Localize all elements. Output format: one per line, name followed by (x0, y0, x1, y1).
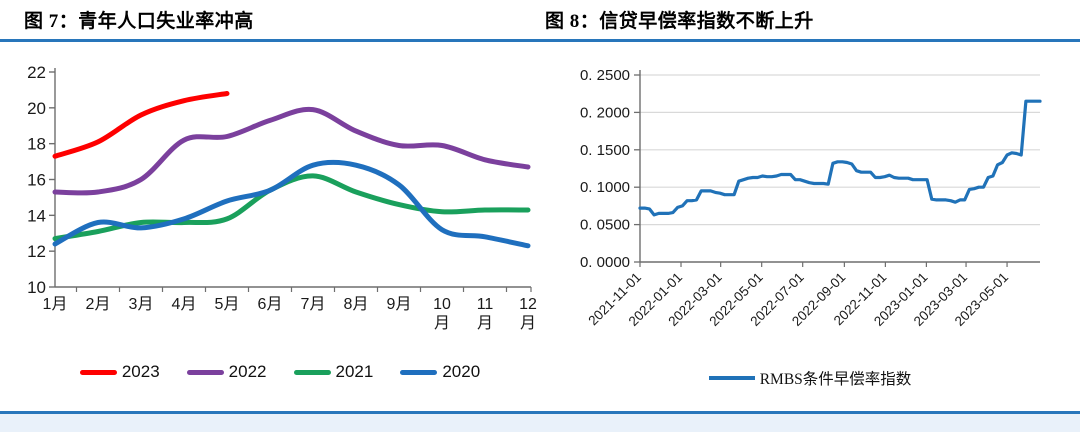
legend-item-2023: 2023 (79, 362, 160, 382)
figure8-chart: 0. 0000 0. 0500 0. 1000 0. 1500 0. 2000 0. 25… (580, 67, 1042, 329)
fig7-xtick: 10 月 (433, 296, 451, 332)
fig7-xtick: 9月 (387, 296, 412, 313)
legend-item-2020: 2020 (400, 362, 480, 382)
fig8-series-rmbs (638, 99, 1042, 217)
fig7-xtick: 8月 (344, 296, 369, 313)
legend-item-2021: 2021 (293, 362, 374, 382)
legend-swatch-2020 (400, 369, 438, 375)
fig7-ytick: 18 (27, 135, 46, 154)
legend-label-2023: 2023 (121, 362, 160, 381)
fig7-ytick: 22 (27, 63, 46, 82)
fig7-series-2021 (52, 173, 531, 242)
fig7-xtick: 4月 (172, 296, 197, 313)
legend-label-2021: 2021 (335, 362, 374, 381)
fig7-axes: 10 12 14 16 18 20 22 1月 2月 3月 4月 5月 6月 7月 8月 9月 10 月 11 月 12… (27, 63, 537, 332)
legend-swatch-rmbs (708, 376, 755, 380)
bottom-divider-rule (0, 411, 1080, 414)
fig8-ytick: 0. 0500 (580, 217, 630, 234)
legend-label-2022: 2022 (228, 362, 267, 381)
figure7-legend: 2023 2022 2021 2020 (20, 362, 540, 382)
fig7-ytick: 14 (27, 206, 46, 225)
fig7-xtick: 1月 (43, 296, 68, 313)
fig8-axes: 0. 0000 0. 0500 0. 1000 0. 1500 0. 2000 0. 25… (580, 67, 1040, 329)
legend-item-rmbs: RMBS条件早偿率指数 (708, 367, 912, 389)
legend-label-2020: 2020 (442, 362, 481, 381)
fig8-ytick: 0. 1000 (580, 179, 630, 196)
fig8-ytick: 0. 2500 (580, 67, 630, 84)
legend-label-rmbs: RMBS条件早偿率指数 (759, 371, 912, 388)
figure8-title: 图 8：信贷早偿率指数不断上升 (545, 11, 814, 32)
figure7-title: 图 7：青年人口失业率冲高 (24, 11, 254, 32)
fig7-xtick: 7月 (301, 296, 326, 313)
fig7-ytick: 12 (27, 242, 46, 261)
fig7-xtick: 2月 (86, 296, 111, 313)
figure8-legend: RMBS条件早偿率指数 (545, 367, 1075, 389)
fig7-xtick: 5月 (215, 296, 240, 313)
bottom-accent-strip (0, 414, 1080, 432)
fig7-series-2022 (52, 106, 531, 196)
fig7-ytick: 16 (27, 171, 46, 190)
figure7-chart: 10 12 14 16 18 20 22 1月 2月 3月 4月 5月 6月 7月 8月 9月 10 月 11 月 12… (27, 63, 537, 332)
top-divider-rule (0, 39, 1080, 42)
fig8-ytick: 0. 1500 (580, 142, 630, 159)
fig7-xtick: 12 月 (519, 296, 537, 332)
fig8-ytick: 0. 2000 (580, 104, 630, 121)
fig7-ytick: 10 (27, 278, 46, 297)
fig7-xtick: 6月 (258, 296, 283, 313)
fig7-ytick: 20 (27, 99, 46, 118)
legend-swatch-2022 (186, 369, 224, 375)
fig7-xtick: 3月 (129, 296, 154, 313)
legend-swatch-2023 (79, 369, 117, 375)
fig7-series-2023 (52, 91, 230, 159)
legend-swatch-2021 (293, 369, 331, 375)
legend-item-2022: 2022 (186, 362, 267, 382)
fig8-ytick: 0. 0000 (580, 254, 630, 271)
fig7-xtick: 11 月 (477, 296, 494, 332)
fig7-series-2020 (52, 159, 531, 249)
